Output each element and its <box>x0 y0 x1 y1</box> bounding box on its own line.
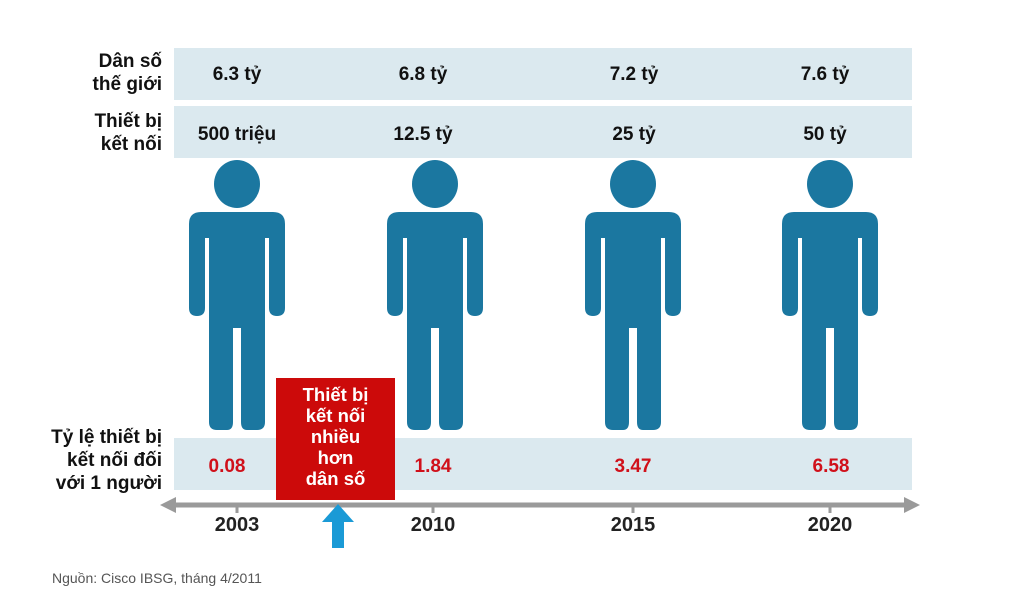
person-icon <box>385 160 485 430</box>
person-svg <box>189 160 285 430</box>
year-label: 2020 <box>807 514 853 536</box>
person-icon <box>780 160 880 430</box>
population-label-line: Dân số <box>98 51 162 72</box>
ratio-label-line: với 1 người <box>55 473 162 494</box>
devices-value: 50 tỷ <box>803 124 847 145</box>
population-band <box>174 48 912 100</box>
person-svg <box>585 160 681 430</box>
person-svg <box>782 160 878 430</box>
devices-value: 500 triệu <box>197 124 277 145</box>
callout-line: dân số <box>305 468 366 489</box>
timeline-arrow <box>160 497 920 513</box>
ratio-label: Tỷ lệ thiết bị kết nối đối với 1 người <box>51 426 162 495</box>
population-value: 6.8 tỷ <box>398 64 448 85</box>
devices-value: 12.5 tỷ <box>393 124 453 145</box>
ratio-value: 3.47 <box>614 456 652 477</box>
source-note: Nguồn: Cisco IBSG, tháng 4/2011 <box>52 570 262 586</box>
devices-label-line: Thiết bị <box>94 111 162 132</box>
person-icon <box>583 160 683 430</box>
up-arrow-icon <box>322 504 354 548</box>
ratio-label-line: kết nối đối <box>67 450 162 471</box>
year-label: 2003 <box>214 514 260 536</box>
population-value: 7.2 tỷ <box>609 64 659 85</box>
population-value: 7.6 tỷ <box>800 64 850 85</box>
devices-label: Thiết bị kết nối <box>94 110 162 156</box>
callout-line: Thiết bị <box>302 384 369 405</box>
ratio-value: 1.84 <box>414 456 452 477</box>
ratio-label-line: Tỷ lệ thiết bị <box>51 427 162 448</box>
population-label-line: thế giới <box>92 74 162 95</box>
callout-line: nhiều <box>310 426 361 447</box>
ratio-value: 0.08 <box>208 456 246 477</box>
devices-band <box>174 106 912 158</box>
year-label: 2010 <box>410 514 456 536</box>
person-icon <box>187 160 287 430</box>
person-svg <box>387 160 483 430</box>
callout-line: hơn <box>317 447 354 468</box>
year-label: 2015 <box>610 514 656 536</box>
ratio-value: 6.58 <box>812 456 850 477</box>
population-label: Dân số thế giới <box>93 50 162 96</box>
devices-label-line: kết nối <box>100 134 162 155</box>
callout-line: kết nối <box>305 405 366 426</box>
population-value: 6.3 tỷ <box>212 64 262 85</box>
devices-value: 25 tỷ <box>612 124 656 145</box>
callout-box: Thiết bị kết nối nhiều hơn dân số <box>276 378 395 500</box>
